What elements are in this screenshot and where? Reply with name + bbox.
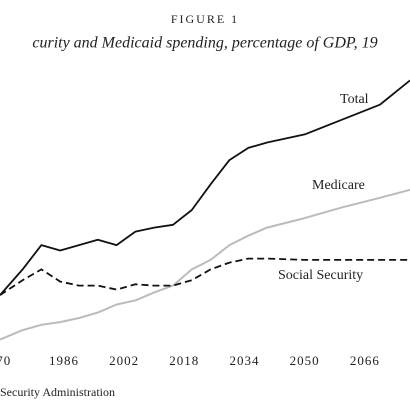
x-tick-label: 1986 [49,353,79,368]
series-line [0,188,410,341]
series-label: Social Security [278,268,363,283]
x-tick-label: 2066 [350,353,380,368]
series-line [0,79,410,296]
series-label: Medicare [312,178,365,193]
series-line [0,257,410,296]
x-tick-label: 2050 [290,353,320,368]
x-tick-label: 2018 [169,353,199,368]
chart-title: curity and Medicaid spending, percentage… [32,35,377,52]
x-tick-label: 70 [0,353,11,368]
series-label: Total [340,92,369,107]
figure-label: FIGURE 1 [171,12,239,26]
x-tick-label: 2034 [229,353,259,368]
source: Security Administration [0,385,115,399]
x-tick-label: 2002 [109,353,139,368]
